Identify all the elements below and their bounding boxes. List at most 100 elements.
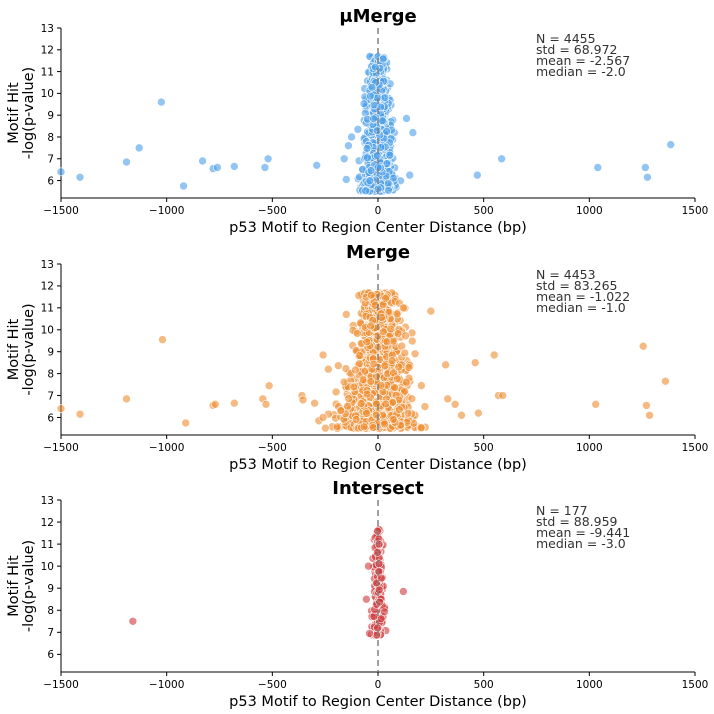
scatter-point bbox=[261, 400, 271, 409]
scatter-point bbox=[443, 394, 453, 404]
scatter-point bbox=[371, 410, 381, 420]
scatter-point bbox=[638, 341, 648, 351]
y-tick-label: 11 bbox=[41, 303, 54, 315]
y-tick-label: 10 bbox=[41, 325, 54, 337]
y-tick-label: 12 bbox=[41, 45, 54, 57]
y-tick-label: 7 bbox=[47, 390, 54, 402]
scatter-point bbox=[470, 358, 480, 367]
scatter-point bbox=[122, 157, 131, 167]
x-tick-label: −500 bbox=[258, 679, 287, 691]
y-tick-label: 12 bbox=[41, 281, 54, 293]
scatter-point bbox=[356, 399, 366, 408]
scatter-point bbox=[157, 97, 166, 107]
x-tick-label: 500 bbox=[474, 442, 494, 454]
y-tick-label: 13 bbox=[41, 259, 54, 271]
y-tick-label: 10 bbox=[41, 561, 54, 573]
scatter-point bbox=[380, 93, 390, 102]
y-axis-label: -log(p-value) bbox=[21, 540, 37, 632]
scatter-point bbox=[401, 331, 410, 341]
scatter-point bbox=[365, 629, 374, 638]
scatter-point bbox=[376, 143, 386, 152]
scatter-point bbox=[388, 414, 398, 424]
scatter-point bbox=[369, 359, 379, 369]
stat-line: mean = -9.441 bbox=[536, 525, 630, 540]
scatter-point bbox=[310, 398, 319, 408]
scatter-point bbox=[128, 616, 138, 626]
scatter-point bbox=[366, 321, 376, 331]
scatter-point bbox=[381, 399, 390, 409]
y-axis-label: -log(p-value) bbox=[21, 303, 37, 395]
chart-title: Merge bbox=[346, 242, 410, 263]
scatter-point bbox=[134, 143, 144, 153]
scatter-point bbox=[410, 349, 420, 359]
scatter-point bbox=[380, 361, 390, 371]
y-tick-label: 10 bbox=[41, 88, 54, 100]
scatter-point bbox=[497, 154, 506, 164]
scatter-point bbox=[75, 172, 85, 182]
x-tick-label: 0 bbox=[375, 679, 382, 691]
scatter-point bbox=[56, 404, 66, 413]
scatter-point bbox=[392, 374, 402, 384]
scatter-point bbox=[362, 409, 371, 418]
x-tick-label: 1500 bbox=[682, 205, 709, 217]
scatter-point bbox=[366, 377, 376, 386]
scatter-point bbox=[368, 423, 378, 432]
scatter-point bbox=[591, 400, 600, 409]
x-tick-label: −1000 bbox=[149, 679, 185, 691]
scatter-point bbox=[210, 400, 220, 409]
scatter-point bbox=[374, 539, 384, 549]
scatter-point bbox=[382, 337, 392, 347]
y-tick-label: 8 bbox=[47, 132, 54, 144]
scatter-point bbox=[321, 423, 330, 433]
stat-line: median = -2.0 bbox=[536, 64, 626, 79]
scatter-point bbox=[372, 399, 381, 409]
scatter-point bbox=[385, 150, 395, 160]
scatter-point bbox=[260, 163, 270, 172]
scatter-point bbox=[344, 394, 353, 403]
scatter-point bbox=[366, 290, 376, 300]
scatter-point bbox=[363, 153, 372, 163]
scatter-point bbox=[450, 400, 460, 409]
scatter-point bbox=[347, 132, 356, 142]
scatter-point bbox=[666, 140, 676, 149]
x-tick-label: 0 bbox=[375, 205, 382, 217]
scatter-point bbox=[474, 408, 483, 418]
scatter-point bbox=[351, 415, 361, 424]
subplot-2: Merge −1500 −1000 −500 0 500 1000 1500 6 7 8 9 10 11 1… bbox=[6, 242, 708, 473]
scatter-point bbox=[441, 360, 450, 370]
scatter-point bbox=[384, 185, 393, 195]
y-tick-label: 7 bbox=[47, 154, 54, 166]
scatter-point bbox=[198, 156, 207, 166]
y-tick-label: 13 bbox=[41, 495, 54, 507]
scatter-point bbox=[400, 386, 409, 396]
scatter-point bbox=[417, 423, 426, 432]
scatter-point bbox=[593, 163, 603, 172]
stat-line: mean = -2.567 bbox=[536, 53, 630, 68]
y-tick-label: 8 bbox=[47, 605, 54, 617]
scatter-point bbox=[457, 410, 466, 420]
y-axis-label: Motif Hit bbox=[6, 318, 22, 380]
y-tick-label: 13 bbox=[41, 23, 54, 35]
scatter-point bbox=[399, 303, 408, 313]
chart-title: μMerge bbox=[339, 6, 416, 27]
scatter-point bbox=[661, 376, 670, 386]
scatter-point bbox=[378, 54, 388, 64]
scatter-point bbox=[358, 375, 368, 385]
scatter-point bbox=[56, 167, 66, 177]
scatter-point bbox=[366, 91, 375, 101]
x-axis-label: p53 Motif to Region Center Distance (bp) bbox=[229, 220, 527, 236]
scatter-point bbox=[229, 398, 239, 408]
scatter-point bbox=[381, 294, 390, 303]
y-tick-label: 9 bbox=[47, 583, 54, 595]
scatter-point bbox=[405, 170, 415, 180]
scatter-point bbox=[359, 422, 369, 432]
scatter-point bbox=[263, 154, 273, 164]
scatter-point bbox=[355, 351, 364, 360]
scatter-point bbox=[420, 402, 430, 411]
scatter-point bbox=[382, 127, 391, 136]
scatter-point bbox=[264, 381, 274, 390]
scatter-point bbox=[394, 405, 404, 414]
scatter-point bbox=[339, 377, 349, 387]
scatter-point bbox=[408, 128, 418, 137]
